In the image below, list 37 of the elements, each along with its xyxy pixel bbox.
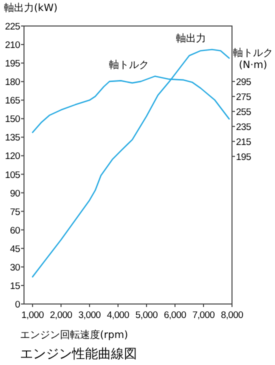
y2-axis-title: 軸トルク (N·m) bbox=[233, 47, 273, 71]
x-tick-label: 1,000 bbox=[21, 310, 44, 321]
y-tick-label: 120 bbox=[5, 151, 20, 162]
y-tick-label: 180 bbox=[5, 77, 20, 88]
x-tick-label: 8,000 bbox=[220, 310, 244, 321]
text: エンジン性能曲線図 bbox=[20, 347, 137, 362]
x-axis-title: エンジン回転速度(rpm) bbox=[20, 329, 128, 341]
y-tick-label: 45 bbox=[10, 244, 20, 255]
y-tick-label: 165 bbox=[5, 96, 20, 107]
x-tick-label: 4,000 bbox=[106, 310, 130, 321]
series-label: 軸出力 bbox=[176, 32, 206, 44]
y-tick-label: 15 bbox=[10, 280, 20, 292]
y-tick-label: 150 bbox=[5, 114, 20, 126]
y-tick-label: 75 bbox=[10, 206, 20, 218]
series-label: 軸トルク bbox=[109, 59, 150, 72]
x-tick-label: 2,000 bbox=[50, 310, 72, 321]
x-tick-label: 6,000 bbox=[164, 310, 186, 321]
y2-tick-label: 275 bbox=[236, 92, 251, 103]
y-tick-label: 135 bbox=[5, 132, 20, 144]
y-tick-label: 210 bbox=[5, 40, 20, 52]
y2-tick-label: 255 bbox=[236, 106, 251, 118]
x-tick-label: 3,000 bbox=[78, 310, 101, 321]
y-axis-title: 軸出力(kW) bbox=[4, 2, 58, 14]
y-tick-label: 0 bbox=[15, 300, 20, 310]
y-tick-label: 105 bbox=[5, 170, 20, 181]
x-tick-label: 7,000 bbox=[192, 310, 215, 321]
y-tick-label: 225 bbox=[5, 22, 20, 32]
y2-tick-label: 195 bbox=[236, 152, 251, 163]
y2-tick-label: 295 bbox=[236, 76, 251, 88]
y-tick-label: 195 bbox=[5, 58, 20, 70]
y-tick-label: 30 bbox=[10, 262, 20, 274]
y2-tick-label: 215 bbox=[236, 136, 251, 148]
y-tick-label: 60 bbox=[10, 225, 20, 236]
y-tick-label: 90 bbox=[10, 188, 20, 200]
x-tick-label: 5,000 bbox=[135, 310, 158, 321]
line-series bbox=[32, 48, 230, 278]
y2-tick-label: 235 bbox=[236, 122, 251, 133]
